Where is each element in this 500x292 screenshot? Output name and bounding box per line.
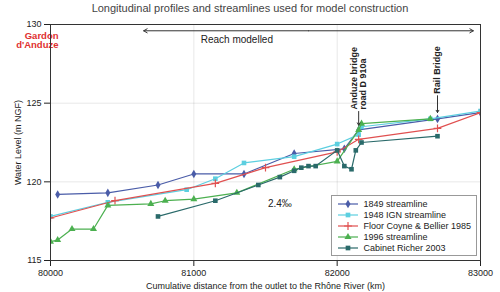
svg-text:120: 120 xyxy=(26,177,41,187)
svg-text:Water Level (m NGF): Water Level (m NGF) xyxy=(13,100,23,185)
html-text:Cabinet Richer 2003: Cabinet Richer 2003 xyxy=(363,242,446,253)
svg-text:81000: 81000 xyxy=(181,268,206,278)
html-text:Floor Coyne & Bellier 1985: Floor Coyne & Bellier 1985 xyxy=(363,220,471,231)
svg-text:Rail Bridge: Rail Bridge xyxy=(432,46,442,94)
svg-text:83000: 83000 xyxy=(468,268,493,278)
html-text:1849 streamline: 1849 streamline xyxy=(363,198,428,209)
svg-text:130: 130 xyxy=(26,19,41,29)
svg-text:Gardond'Anduze: Gardond'Anduze xyxy=(16,30,59,51)
svg-text:125: 125 xyxy=(26,98,41,108)
svg-text:Reach modelled: Reach modelled xyxy=(201,34,273,45)
html-text:1996 streamline: 1996 streamline xyxy=(363,231,428,242)
html-text:1948 IGN streamline: 1948 IGN streamline xyxy=(363,209,446,220)
svg-text:Anduze bridgeroad D 910a: Anduze bridgeroad D 910a xyxy=(349,47,368,110)
svg-text:2.4‰: 2.4‰ xyxy=(268,198,292,209)
svg-text:82000: 82000 xyxy=(325,268,350,278)
html-text:Longitudinal profiles and stre: Longitudinal profiles and streamlines us… xyxy=(91,2,409,14)
svg-text:80000: 80000 xyxy=(38,268,63,278)
svg-text:115: 115 xyxy=(27,255,41,265)
svg-text:Cumulative distance from the o: Cumulative distance from the outlet to t… xyxy=(146,281,385,291)
